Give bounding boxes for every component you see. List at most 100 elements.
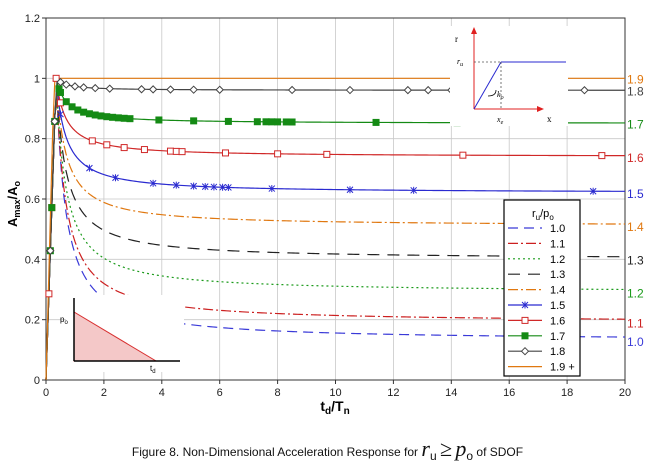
y-tick-label: 0.8: [25, 134, 40, 146]
resistance-x-arrow: [537, 106, 544, 112]
caption-math-ge: ≥: [439, 436, 453, 461]
series-end-label: 1.2: [627, 287, 644, 301]
data-point: [103, 141, 111, 149]
data-point: [346, 186, 354, 194]
data-point: [190, 117, 198, 125]
data-point: [345, 85, 355, 95]
series-end-label: 1.9: [627, 72, 644, 86]
legend-item: 1.9 +: [508, 362, 575, 374]
legend: ru/po 1.0 1.1 1.2 1.3 1.4 1.5 1.6 1.7 1.8 1.9 +: [503, 199, 581, 377]
pulse-x-label: td: [150, 364, 156, 375]
data-point: [56, 88, 64, 96]
legend-item: 1.2: [508, 254, 565, 266]
legend-label: 1.3: [550, 269, 565, 281]
y-tick-label: 1: [34, 73, 40, 85]
legend-marker: [520, 346, 530, 356]
x-tick-label: 0: [43, 387, 49, 399]
x-tick-label: 6: [217, 387, 223, 399]
series-end-label: 1.5: [627, 187, 644, 201]
resistance-y-arrow: [471, 27, 477, 34]
data-point: [274, 118, 282, 126]
data-point: [56, 77, 65, 87]
legend-label: 1.2: [550, 254, 565, 266]
data-point: [120, 114, 128, 122]
legend-label: 1.9 +: [550, 362, 575, 374]
data-point: [268, 118, 276, 126]
series-end-label: 1.3: [627, 253, 644, 267]
y-axis-title-main: A: [5, 217, 20, 227]
legend-label: 1.7: [550, 331, 565, 343]
y-tick-label: 0.6: [25, 194, 40, 206]
data-point: [45, 290, 53, 298]
legend-item: 1.6: [508, 315, 565, 327]
data-point: [589, 187, 597, 195]
data-point: [178, 148, 186, 156]
data-point: [287, 85, 297, 95]
caption-math-r-sub: u: [429, 449, 437, 463]
y-tick-label: 1.2: [25, 13, 40, 25]
legend-item: 1.0: [508, 223, 565, 235]
x-tick-label: 14: [445, 387, 457, 399]
stiffness-arc: [487, 89, 497, 97]
axis-ticks: 0 2 4 6 8 10 12 14 16 18 20 0 0.2 0.4 0.6 0.8 1 1.2: [25, 13, 631, 399]
x-tick-label: 20: [619, 387, 631, 399]
data-point: [103, 113, 111, 121]
legend-label: 1.1: [550, 238, 565, 250]
data-point: [85, 110, 93, 118]
legend-marker: [521, 316, 529, 324]
data-point: [105, 84, 114, 93]
data-point: [201, 183, 209, 191]
x-tick-label: 12: [387, 387, 399, 399]
resistance-inset: r ru x xe ko: [450, 26, 568, 126]
data-point: [149, 179, 157, 187]
data-point: [215, 85, 224, 94]
series-line-1.4: [45, 92, 626, 381]
resistance-ramp: [473, 61, 502, 110]
legend-label: 1.5: [550, 300, 565, 312]
stiffness-label: ko: [497, 90, 504, 101]
data-point: [52, 74, 60, 82]
legend-item: 1.3: [508, 269, 565, 281]
legend-item: 1.5: [508, 300, 565, 312]
data-point: [48, 204, 56, 212]
data-point: [190, 182, 197, 190]
data-point: [225, 183, 232, 191]
pulse-y-label: po: [60, 315, 68, 326]
data-point: [62, 80, 71, 89]
data-point: [224, 117, 232, 125]
data-point: [97, 112, 105, 120]
legend-label: 1.8: [550, 346, 565, 358]
data-point: [148, 85, 158, 94]
y-axis-title: Amax/Ao: [5, 181, 22, 227]
data-point: [80, 108, 88, 116]
x-axis-title-mid: /T: [331, 398, 344, 414]
data-point: [288, 118, 296, 126]
x-tick-label: 2: [101, 387, 107, 399]
data-point: [56, 99, 64, 107]
data-point: [109, 113, 117, 121]
resistance-xe-label: xe: [496, 115, 504, 126]
data-point: [323, 150, 331, 158]
series-end-label: 1.6: [627, 151, 644, 165]
y-axis-title-sub1: max: [12, 200, 22, 218]
legend-items: 1.0 1.1 1.2 1.3 1.4 1.5 1.6 1.7 1.8 1.9 +: [508, 223, 575, 374]
marker-layer: [45, 74, 606, 298]
data-point: [166, 85, 175, 94]
data-point: [210, 183, 218, 191]
data-point: [112, 174, 119, 182]
data-point: [126, 115, 134, 123]
data-point: [410, 186, 418, 194]
data-point: [580, 86, 589, 95]
x-tick-label: 8: [275, 387, 281, 399]
caption-prefix: Figure 8. Non-Dimensional Acceleration R…: [131, 445, 419, 459]
resistance-inset-box: [450, 26, 568, 126]
resistance-x-label: x: [547, 114, 552, 124]
x-axis-title: td/Tn: [320, 398, 349, 417]
data-point: [172, 147, 180, 155]
data-point: [166, 147, 174, 155]
legend-item: 1.8: [508, 346, 565, 358]
data-point: [86, 164, 93, 172]
x-tick-label: 18: [561, 387, 573, 399]
acceleration-response-chart: 1.01.11.21.31.41.51.61.71.81.9 0 2 4 6 8 10 12…: [5, 13, 644, 417]
data-point: [114, 114, 122, 122]
